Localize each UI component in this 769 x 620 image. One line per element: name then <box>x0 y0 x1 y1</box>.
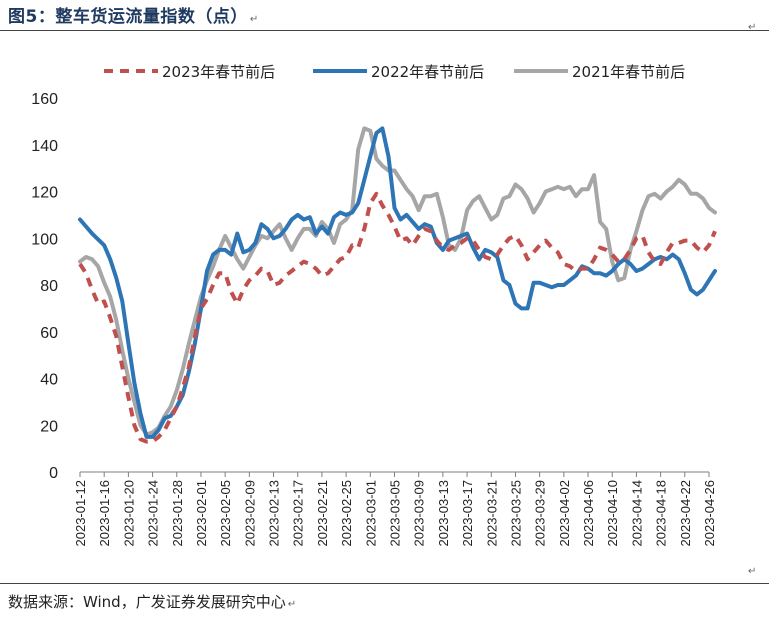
x-tick-label: 2023-03-05 <box>388 480 403 547</box>
paragraph-mark-icon: ↵ <box>287 599 297 610</box>
legend-label: 2023年春节前后 <box>162 63 275 81</box>
series-lines <box>78 126 717 444</box>
series-line-2021年春节前后 <box>78 126 717 437</box>
x-tick-label: 2023-03-25 <box>508 480 523 547</box>
x-tick-label: 2023-03-09 <box>412 480 427 547</box>
y-tick-label: 80 <box>40 278 58 295</box>
paragraph-mark-icon: ↵ <box>249 14 259 25</box>
x-tick-label: 2023-04-06 <box>581 480 596 547</box>
y-tick-label: 0 <box>49 465 58 482</box>
y-tick-label: 100 <box>31 231 58 248</box>
x-tick-label: 2023-04-14 <box>629 480 644 547</box>
y-tick-label: 60 <box>40 325 58 342</box>
x-tick-label: 2023-02-21 <box>315 480 330 547</box>
x-tick-label: 2023-03-01 <box>363 480 378 547</box>
x-tick-label: 2023-01-28 <box>170 480 185 547</box>
x-tick-label: 2023-04-18 <box>654 480 669 547</box>
series-line-2023年春节前后 <box>78 191 717 444</box>
chart-title: 图5：整车货运流量指数（点） ↵ <box>8 7 259 27</box>
paragraph-mark-icon: ↵ <box>748 566 757 577</box>
legend-label: 2021年春节前后 <box>572 63 685 81</box>
x-tick-label: 2023-01-24 <box>146 480 161 547</box>
y-tick-label: 120 <box>31 185 58 202</box>
x-tick-label: 2023-03-17 <box>460 480 475 547</box>
bottom-rule <box>0 583 769 584</box>
x-tick-label: 2023-02-17 <box>291 480 306 547</box>
x-tick-label: 2023-01-16 <box>97 480 112 547</box>
x-tick-label: 2023-02-05 <box>218 480 233 547</box>
x-tick-label: 2023-04-22 <box>678 480 693 547</box>
x-tick-label: 2023-03-21 <box>484 480 499 547</box>
x-tick-label: 2023-03-29 <box>533 480 548 547</box>
x-tick-label: 2023-04-02 <box>557 480 572 547</box>
x-tick-label: 2023-04-26 <box>702 480 717 547</box>
x-tick-label: 2023-03-13 <box>436 480 451 547</box>
x-tick-label: 2023-04-10 <box>605 480 620 547</box>
x-tick-label: 2023-02-01 <box>194 480 209 547</box>
x-tick-label: 2023-01-12 <box>73 480 88 547</box>
x-tick-label: 2023-02-25 <box>339 480 354 547</box>
x-tick-label: 2023-02-09 <box>242 480 257 547</box>
axes: 0 20 40 60 80 100 120 140 160 2023-01-12 2023-01-1… <box>31 91 717 547</box>
paragraph-mark-icon: ↵ <box>748 22 757 33</box>
x-tick-label: 2023-01-20 <box>121 480 136 547</box>
source-note: 数据来源：Wind，广发证券发展研究中心 ↵ <box>8 593 297 611</box>
top-rule <box>0 30 769 31</box>
y-tick-label: 140 <box>31 138 58 155</box>
legend-label: 2022年春节前后 <box>371 63 484 81</box>
y-tick-label: 20 <box>40 418 58 435</box>
y-tick-label: 40 <box>40 372 58 389</box>
legend: 2023年春节前后 2022年春节前后 2021年春节前后 <box>104 63 685 81</box>
x-tick-label: 2023-02-13 <box>267 480 282 547</box>
y-tick-label: 160 <box>31 91 58 108</box>
